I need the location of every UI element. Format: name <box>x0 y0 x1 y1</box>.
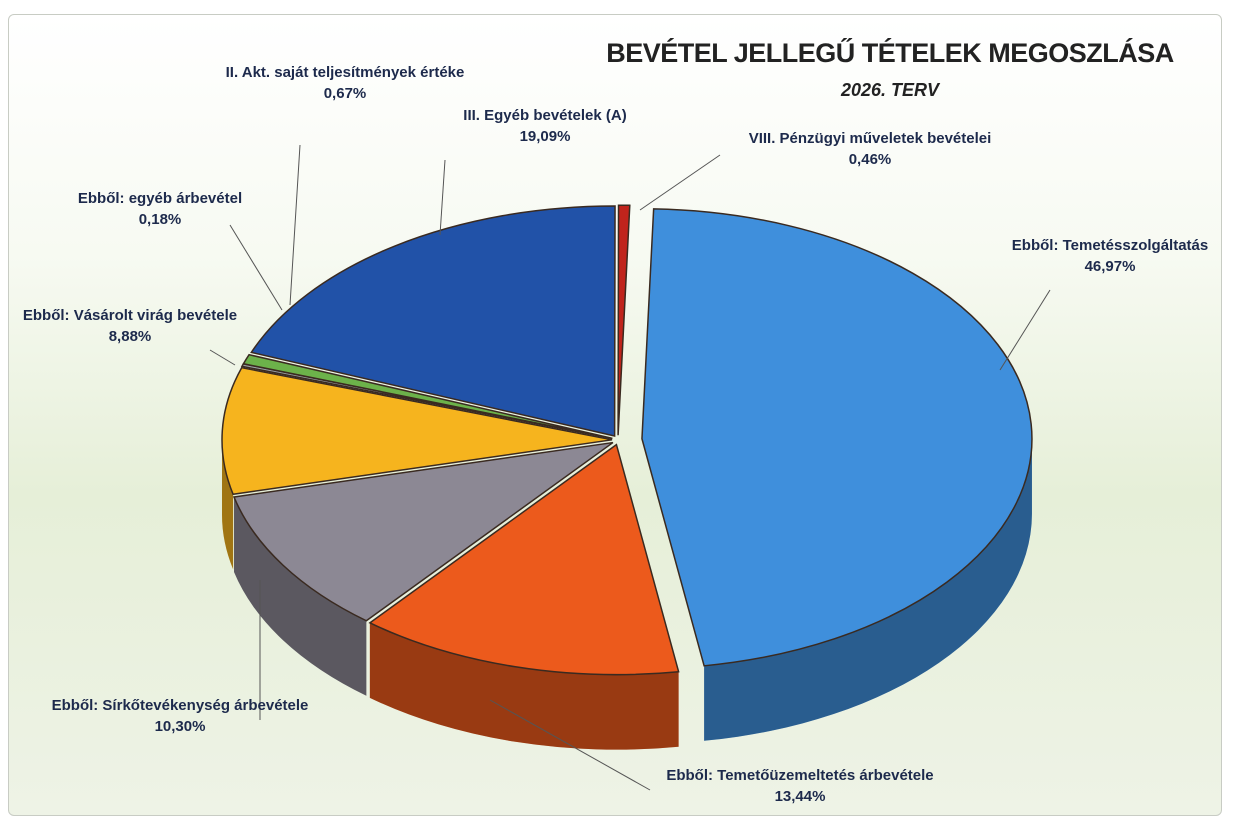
slice-side <box>704 438 1032 741</box>
leader-line <box>999 289 1051 371</box>
slice-side <box>369 622 679 750</box>
slice-name: Ebből: Temetőüzemeltetés árbevétele <box>666 767 934 784</box>
slice-name: Ebből: egyéb árbevétel <box>77 190 243 207</box>
leader-line <box>489 699 651 791</box>
slice-side-shade <box>704 438 1032 741</box>
slice-value: 19,09% <box>519 128 571 145</box>
chart-subtitle: 2026. TERV <box>840 80 940 100</box>
slice-value: 46,97% <box>1084 258 1136 275</box>
slice-side <box>234 497 367 696</box>
data-label: Ebből: Temetésszolgáltatás 46,97% <box>975 235 1233 277</box>
slice <box>617 204 631 436</box>
slice-name: Ebből: Temetésszolgáltatás <box>1011 237 1209 254</box>
leader-line <box>209 349 236 366</box>
slice-name: II. Akt. saját teljesítmények értéke <box>225 64 465 81</box>
leader-line <box>639 154 721 211</box>
slice-name: VIII. Pénzügyi műveletek bevételei <box>748 130 992 147</box>
slice <box>242 353 613 440</box>
slice-name: Ebből: Vásárolt virág bevétele <box>22 307 238 324</box>
data-label: Ebből: Sírkőtevékenység árbevétele 10,30% <box>45 695 315 737</box>
slice-side <box>222 439 234 570</box>
slice-value: 13,44% <box>774 788 826 805</box>
data-label: VIII. Pénzügyi műveletek bevételei 0,46% <box>735 128 1005 170</box>
slice <box>641 208 1033 667</box>
leader-line <box>229 224 283 311</box>
slice-value: 0,67% <box>323 85 367 102</box>
slice-value: 8,88% <box>108 328 152 345</box>
chart-title: BEVÉTEL JELLEGŰ TÉTELEK MEGOSZLÁSA <box>606 38 1174 68</box>
slice <box>250 205 616 437</box>
slice-side-shade <box>222 439 234 570</box>
data-label: Ebből: Vásárolt virág bevétele 8,88% <box>0 305 265 347</box>
data-label: Ebből: Temetőüzemeltetés árbevétele 13,44… <box>665 765 935 807</box>
slice <box>368 443 680 676</box>
data-label: III. Egyéb bevételek (A) 19,09% <box>410 105 680 147</box>
slice-value: 0,46% <box>848 151 892 168</box>
slice-name: Ebből: Sírkőtevékenység árbevétele <box>51 697 309 714</box>
slice <box>221 366 613 496</box>
leader-line <box>439 159 446 236</box>
slice <box>232 441 614 622</box>
data-label: Ebből: egyéb árbevétel 0,18% <box>25 188 295 230</box>
slice-value: 0,18% <box>138 211 182 228</box>
slice-name: III. Egyéb bevételek (A) <box>463 107 627 124</box>
slice-side-shade <box>369 622 679 750</box>
slice-side-shade <box>234 497 367 696</box>
leader-line <box>289 144 301 306</box>
slice-value: 10,30% <box>154 718 206 735</box>
data-label: II. Akt. saját teljesítmények értéke 0,67… <box>210 62 480 104</box>
